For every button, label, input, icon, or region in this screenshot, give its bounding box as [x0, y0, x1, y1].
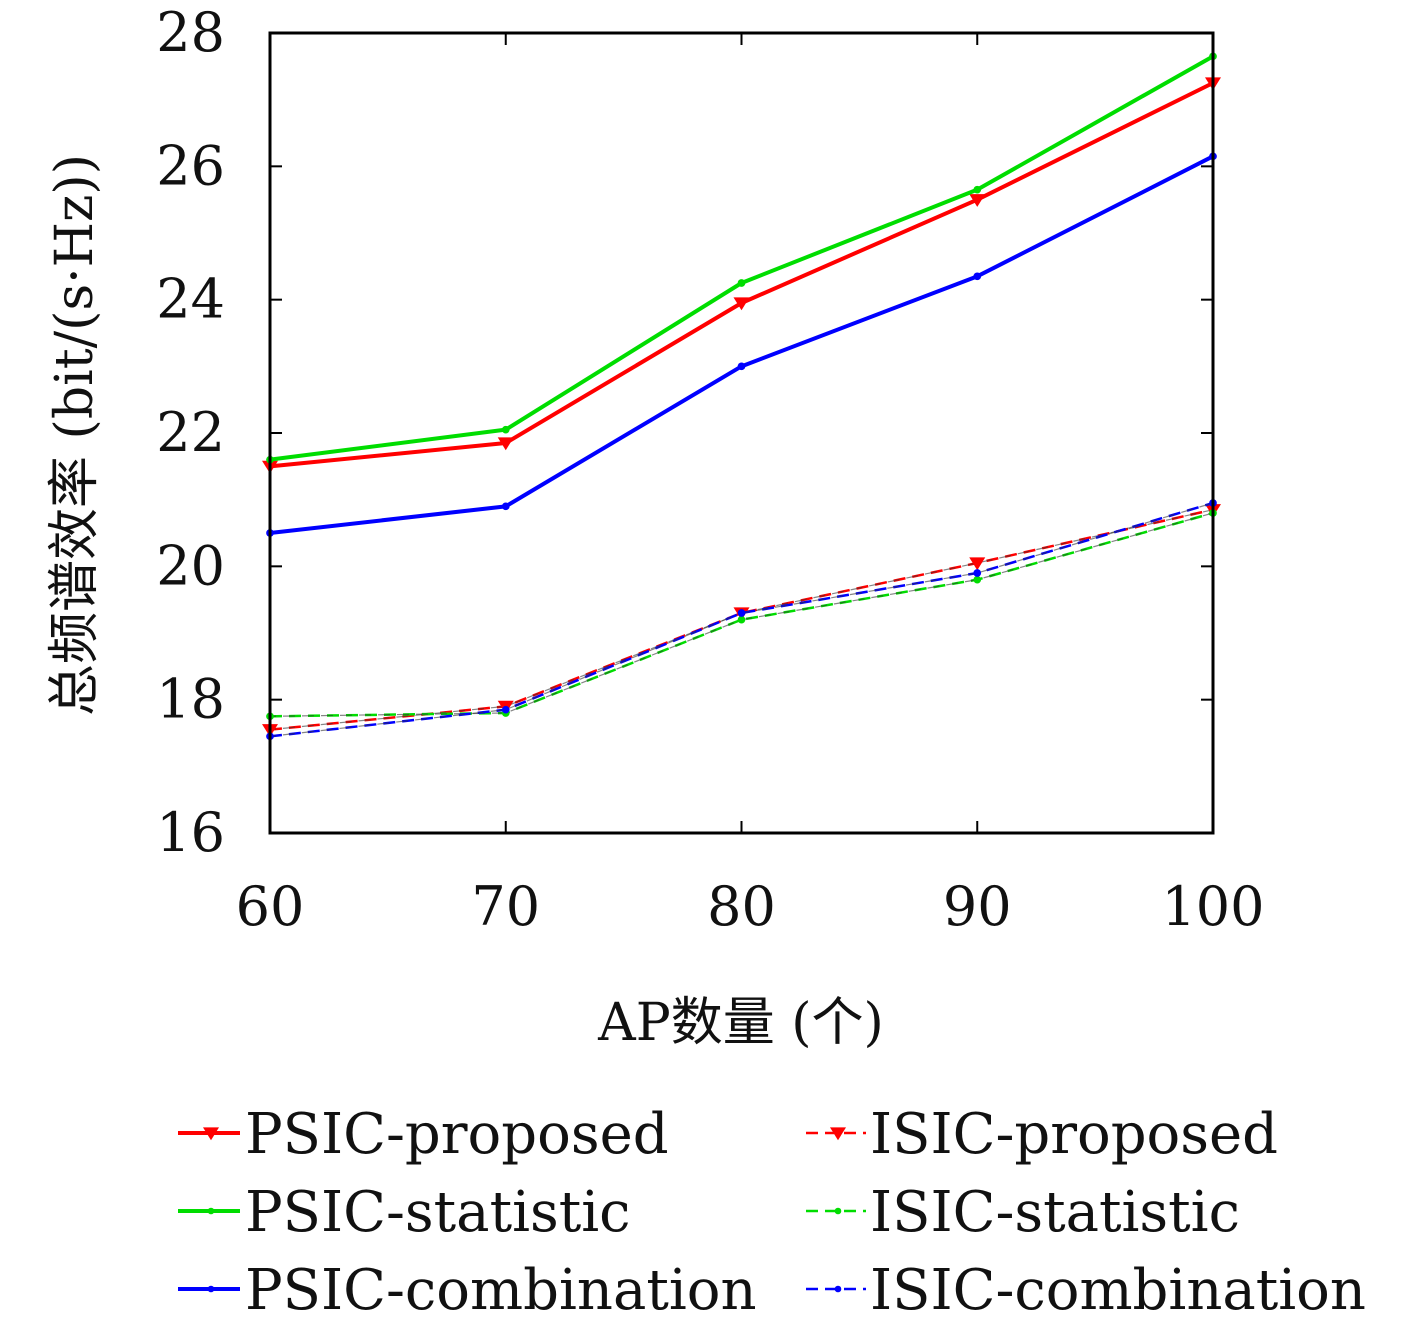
y-tick-label: 16: [156, 801, 225, 864]
data-point: [969, 557, 986, 571]
axes: 60 70 80 90 100 16 18 20 22 24 26 28: [156, 1, 1264, 938]
data-point: [973, 185, 982, 194]
series-psic-combination: [266, 152, 1217, 537]
y-tick-label: 28: [156, 1, 225, 64]
x-tick-label: 60: [236, 875, 305, 938]
data-point: [207, 1285, 215, 1293]
series-line: [269, 154, 1214, 535]
legend-entry: ISIC-proposed: [806, 1102, 1278, 1167]
legend-label: ISIC-proposed: [870, 1102, 1278, 1167]
y-tick-label: 18: [156, 668, 225, 731]
legend-entry: ISIC-statistic: [806, 1180, 1240, 1245]
x-tick-label: 70: [471, 875, 540, 938]
x-axis-title: AP数量 (个): [597, 993, 884, 1053]
series-psic-statistic: [266, 52, 1217, 464]
y-axis-title: 总频谱效率 (bit/(s·Hz)): [45, 154, 105, 716]
series-line: [269, 81, 1214, 469]
data-point: [973, 272, 982, 281]
legend-label: PSIC-proposed: [245, 1102, 669, 1167]
x-tick-label: 90: [943, 875, 1012, 938]
data-point: [203, 1127, 219, 1141]
series-isic-statistic: [266, 509, 1217, 721]
y-tick-label: 22: [156, 401, 225, 464]
y-tick-label: 26: [156, 134, 225, 197]
legend: PSIC-proposed ISIC-proposed PSIC-statistic…: [178, 1102, 1366, 1323]
data-point: [973, 569, 982, 577]
data-point: [501, 502, 510, 511]
legend-label: PSIC-combination: [245, 1258, 757, 1323]
series-psic-proposed: [262, 77, 1221, 474]
data-point: [830, 1127, 846, 1141]
legend-label: ISIC-statistic: [870, 1180, 1240, 1245]
x-tick-label: 80: [707, 875, 776, 938]
data-point: [501, 705, 510, 714]
legend-entry: PSIC-statistic: [178, 1180, 631, 1245]
y-tick-label: 20: [156, 534, 225, 597]
series-line: [269, 54, 1214, 462]
x-tick-label: 100: [1161, 875, 1264, 938]
data-point: [737, 609, 746, 617]
data-point: [737, 615, 746, 624]
legend-entry: PSIC-proposed: [178, 1102, 669, 1167]
data-point: [501, 425, 510, 434]
series-isic-combination: [266, 499, 1217, 741]
data-point: [497, 437, 514, 451]
data-point: [834, 1207, 842, 1215]
series-line: [269, 501, 1214, 738]
data-point: [207, 1207, 215, 1215]
legend-label: PSIC-statistic: [245, 1180, 631, 1245]
legend-entry: PSIC-combination: [178, 1258, 757, 1323]
data-point: [737, 362, 746, 371]
data-point: [834, 1285, 842, 1293]
data-point: [973, 575, 982, 584]
legend-label: ISIC-combination: [870, 1258, 1366, 1323]
plot-area: [262, 52, 1221, 741]
legend-entry: ISIC-combination: [806, 1258, 1366, 1323]
data-point: [733, 297, 750, 311]
data-point: [969, 194, 986, 207]
y-tick-label: 24: [156, 268, 225, 331]
data-point: [737, 279, 746, 287]
